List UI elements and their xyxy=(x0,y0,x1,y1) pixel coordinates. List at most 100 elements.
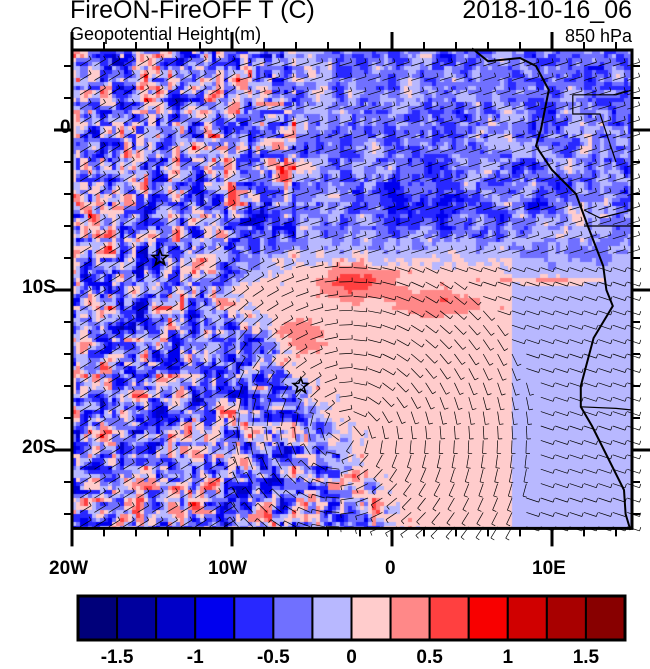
wind-barb-flag xyxy=(103,113,105,116)
wind-barb xyxy=(388,484,397,493)
wind-barb xyxy=(195,419,206,426)
wind-barb xyxy=(397,91,409,95)
colorbar-box xyxy=(508,596,547,640)
wind-barb xyxy=(584,383,596,387)
wind-barb xyxy=(267,249,279,253)
wind-barb-flag xyxy=(502,394,506,395)
wind-barb-flag xyxy=(147,430,149,433)
wind-barb xyxy=(277,442,281,454)
wind-barb xyxy=(584,397,596,401)
wind-barb-flag xyxy=(147,286,149,289)
wind-barb-flag xyxy=(103,128,105,131)
wind-barb xyxy=(483,440,484,453)
wind-barb xyxy=(329,433,339,441)
wind-barb xyxy=(282,134,294,138)
wind-barb-flag xyxy=(596,412,597,416)
wind-barb-flag xyxy=(132,157,134,160)
wind-barb xyxy=(498,268,510,272)
wind-barb-flag xyxy=(351,188,352,192)
wind-barb xyxy=(253,413,254,426)
wind-barb-flag xyxy=(447,377,450,379)
wind-barb xyxy=(224,232,235,239)
wind-barb-flag xyxy=(204,85,206,88)
wind-barb xyxy=(483,235,495,239)
wind-barb xyxy=(368,62,380,66)
wind-barb-flag xyxy=(408,130,409,134)
wind-barb-flag xyxy=(596,383,597,387)
wind-barb xyxy=(300,476,311,483)
wind-barb-flag xyxy=(190,473,192,476)
wind-barb xyxy=(613,105,625,109)
wind-barb xyxy=(80,247,91,254)
wind-barb xyxy=(210,506,221,513)
wind-barb xyxy=(469,383,474,395)
wind-barb xyxy=(354,249,366,253)
wind-barb xyxy=(397,177,409,181)
wind-barb xyxy=(405,469,411,481)
wind-barb-flag xyxy=(190,416,192,419)
wind-barb-flag xyxy=(610,217,611,221)
wind-barb xyxy=(454,325,463,334)
wind-barb xyxy=(613,512,625,516)
wind-barb xyxy=(555,383,567,387)
wind-barb xyxy=(454,105,466,109)
wind-barb xyxy=(166,59,177,66)
wind-barb xyxy=(224,189,235,196)
wind-barb xyxy=(285,506,296,513)
wind-barb xyxy=(253,303,263,311)
wind-barb xyxy=(238,134,250,138)
wind-barb xyxy=(80,448,91,455)
wind-barb xyxy=(267,192,279,196)
wind-barb-flag xyxy=(307,260,308,264)
wind-barb-flag xyxy=(408,102,409,106)
wind-barb xyxy=(224,59,235,66)
wind-barb-flag xyxy=(89,56,91,59)
wind-barb-flag xyxy=(610,116,611,120)
wind-barb xyxy=(498,120,510,124)
wind-barb xyxy=(440,120,452,124)
wind-barb-flag xyxy=(103,488,105,491)
wind-barb xyxy=(469,163,481,167)
wind-barb xyxy=(138,362,149,369)
wind-barb xyxy=(498,206,510,210)
wind-barb-flag xyxy=(451,202,452,206)
wind-barb-flag xyxy=(365,202,366,206)
wind-barb-flag xyxy=(118,517,120,520)
wind-barb-flag xyxy=(293,73,294,77)
wind-barb-flag xyxy=(596,311,597,315)
wind-barb xyxy=(541,340,553,344)
wind-barb-flag xyxy=(132,272,134,275)
wind-barb-flag xyxy=(567,159,568,163)
wind-barb-flag xyxy=(581,231,582,235)
wind-barb-flag xyxy=(437,159,438,163)
wind-barb xyxy=(512,177,524,181)
wind-barb-flag xyxy=(89,286,91,289)
wind-barb-flag xyxy=(467,468,471,469)
wind-barb-flag xyxy=(322,231,323,235)
wind-barb xyxy=(498,340,505,351)
wind-barb-flag xyxy=(509,188,510,192)
wind-barb-flag xyxy=(518,364,522,366)
wind-barb xyxy=(325,295,338,297)
wind-barb xyxy=(454,397,458,409)
wind-barb-flag xyxy=(255,503,258,506)
wind-barb xyxy=(282,319,293,325)
wind-barb-flag xyxy=(639,116,640,120)
wind-barb-flag xyxy=(190,70,192,73)
wind-barb xyxy=(411,105,423,109)
wind-barb xyxy=(512,206,524,210)
wind-barb-flag xyxy=(625,311,626,315)
wind-barb-flag xyxy=(147,85,149,88)
wind-barb xyxy=(152,103,163,110)
wind-barb-flag xyxy=(262,258,264,262)
wind-barb xyxy=(123,261,134,268)
wind-barb xyxy=(325,378,337,383)
wind-barb xyxy=(463,498,469,510)
wind-barb-flag xyxy=(290,428,294,429)
wind-barb-flag xyxy=(161,488,163,491)
wind-barb xyxy=(138,405,149,412)
wind-barb-flag xyxy=(283,490,285,493)
wind-barb-flag xyxy=(467,268,468,272)
wind-barb-flag xyxy=(567,116,568,120)
wind-barb xyxy=(426,268,438,274)
